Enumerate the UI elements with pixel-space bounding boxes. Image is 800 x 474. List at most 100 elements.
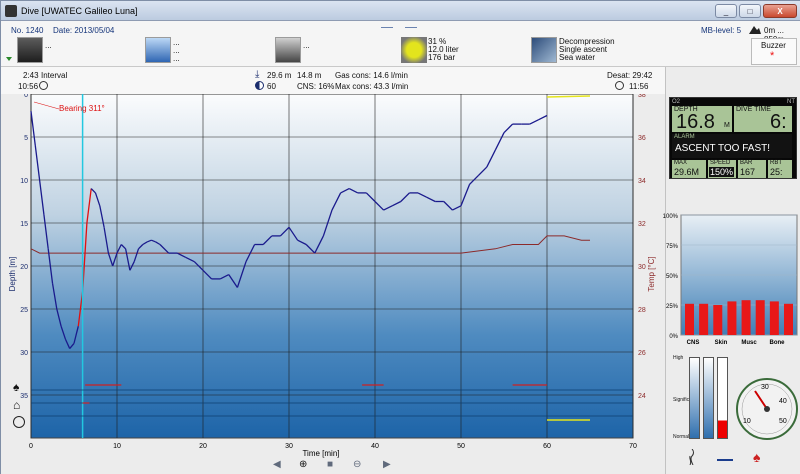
- tissue-saturation-chart: 100% 75% 50% 25% 0% CNS Skin Musc Bone: [663, 214, 798, 346]
- y-tick-label: 35: [20, 393, 28, 400]
- weather-photo[interactable]: [145, 37, 171, 63]
- buzzer-indicator: *: [770, 50, 775, 62]
- o2-label: O2: [672, 99, 681, 105]
- interval-label: Interval: [41, 71, 68, 80]
- dive-info-bar: No. 1240 Date: 2013/05/04 MB-level: 5 0m…: [1, 21, 800, 67]
- depth-line-segment: [383, 205, 393, 211]
- x-tick-label: 50: [457, 443, 465, 450]
- x-tick-label: 30: [285, 443, 293, 450]
- tissue-tick-label: 50%: [666, 274, 679, 280]
- tissue-bar: [727, 301, 737, 335]
- depth-line-segment: [73, 326, 79, 344]
- dive-type-photo[interactable]: [531, 37, 557, 63]
- gas-consumption: Gas cons: 14.6 l/min: [335, 71, 408, 80]
- x-tick-label: 60: [543, 443, 551, 450]
- tissue-tick-label: 100%: [663, 214, 679, 220]
- dive-stats-bar: 2:43 Interval 10:56 ⤓ 29.6 m 14.8 m Gas …: [1, 67, 665, 94]
- x-tick-label: 0: [29, 443, 33, 450]
- zoom-out-button[interactable]: ⊖: [353, 459, 362, 470]
- depth-label: DEPTH: [674, 106, 698, 113]
- x-tick-label: 70: [629, 443, 637, 450]
- y2-tick-label: 34: [638, 178, 646, 185]
- speed-cell: SPEED 150%: [708, 160, 736, 178]
- minimize-button[interactable]: _: [715, 4, 737, 18]
- y2-tick-label: 30: [638, 264, 646, 271]
- depth-line-segment: [176, 252, 187, 258]
- buzzer-panel[interactable]: Buzzer *: [751, 38, 797, 65]
- tissue-bar: [769, 301, 779, 335]
- x-tick-label: 10: [113, 443, 121, 450]
- y-axis-label: Depth [m]: [8, 257, 17, 292]
- y2-tick-label: 28: [638, 307, 646, 314]
- equipment-photo[interactable]: [275, 37, 301, 63]
- nt-label: NT: [787, 99, 795, 105]
- depth-cell: DEPTH 16.8 M: [672, 106, 732, 132]
- depth-line-segment: [112, 252, 118, 267]
- depth-line-segment: [120, 244, 127, 250]
- surface-line: [546, 95, 591, 98]
- gas-info: 31 % 12.0 liter 176 bar: [428, 37, 459, 62]
- depth-line-segment: [331, 192, 342, 211]
- compass-mark-50: 50: [779, 418, 787, 425]
- start-time: 10:56: [18, 82, 39, 91]
- compass-needle: [754, 390, 768, 410]
- depth-line-segment: [51, 283, 58, 310]
- y-tick-label: 10: [20, 178, 28, 185]
- x-tick-label: 20: [199, 443, 207, 450]
- depth-line-segment: [90, 188, 96, 194]
- stop-button[interactable]: ■: [327, 459, 334, 470]
- tissue-label: CNS: [687, 340, 700, 346]
- dive-type-info: Decompression Single ascent Sea water: [559, 37, 615, 62]
- depth-line-segment: [116, 244, 122, 254]
- buddy-photo[interactable]: [17, 37, 43, 63]
- temperature-line: [30, 235, 590, 254]
- depth-line-segment: [279, 226, 290, 237]
- depth-line-segment: [142, 241, 148, 246]
- dive-number: No. 1240: [11, 26, 44, 35]
- tissue-bar: [741, 300, 751, 335]
- mb-level: MB-level: 5: [701, 26, 742, 35]
- dive-profile-chart[interactable]: 0 10 20 30 40 50 60 70 0 5 10 15 20 25 30 35 38 36 34 32 30 2…: [1, 94, 665, 474]
- lungs-icon[interactable]: ♠: [13, 380, 20, 394]
- depth-line-segment: [151, 239, 156, 243]
- interval-time: 2:43: [23, 71, 39, 80]
- tissue-label: Skin: [715, 340, 728, 346]
- maximize-button[interactable]: □: [739, 4, 761, 18]
- depth-line-segment: [138, 244, 144, 250]
- dive-time-cell: DIVE TIME 6:: [734, 106, 792, 132]
- depth-line-segment: [365, 192, 376, 202]
- y-tick-label: 20: [20, 264, 28, 271]
- equipment-info: ...: [303, 41, 310, 50]
- depth-line-segment: [56, 308, 62, 327]
- depth-line-segment: [133, 248, 140, 262]
- depth-line-segment: [529, 119, 539, 125]
- desaturation-time: Desat: 29:42: [607, 71, 653, 80]
- y2-axis-label: Temp [°C]: [647, 256, 656, 291]
- depth-line-segment: [391, 200, 402, 207]
- next-button[interactable]: ▶: [383, 459, 391, 470]
- buddy-line: ...: [45, 41, 52, 50]
- window-title: Dive [UWATEC Galileo Luna]: [21, 6, 138, 16]
- tissue-tick-label: 0%: [669, 334, 678, 340]
- depth-line-segment: [146, 239, 152, 243]
- risk-gauges: High Significant Normal: [673, 353, 733, 443]
- clock-icon: [39, 81, 48, 90]
- zoom-in-button[interactable]: ⊕: [299, 459, 308, 470]
- duration: 60: [267, 82, 276, 91]
- depth-line-segment: [494, 132, 505, 151]
- close-button[interactable]: X: [763, 4, 797, 18]
- depth-line-segment: [348, 188, 359, 194]
- prev-button[interactable]: ◀: [273, 459, 281, 470]
- house-icon[interactable]: ⌂: [13, 398, 21, 412]
- app-icon: [5, 5, 17, 17]
- expand-arrow-icon[interactable]: [6, 57, 12, 61]
- tank-icon[interactable]: [401, 37, 427, 63]
- buzzer-label: Buzzer: [761, 41, 786, 50]
- tissue-tick-label: 25%: [666, 304, 679, 310]
- depth-line-segment: [159, 244, 170, 254]
- depth-line-segment: [103, 227, 110, 254]
- weather-info: .........: [173, 38, 180, 63]
- clock-icon[interactable]: [13, 416, 25, 428]
- gauge-low-label: Normal: [673, 434, 690, 440]
